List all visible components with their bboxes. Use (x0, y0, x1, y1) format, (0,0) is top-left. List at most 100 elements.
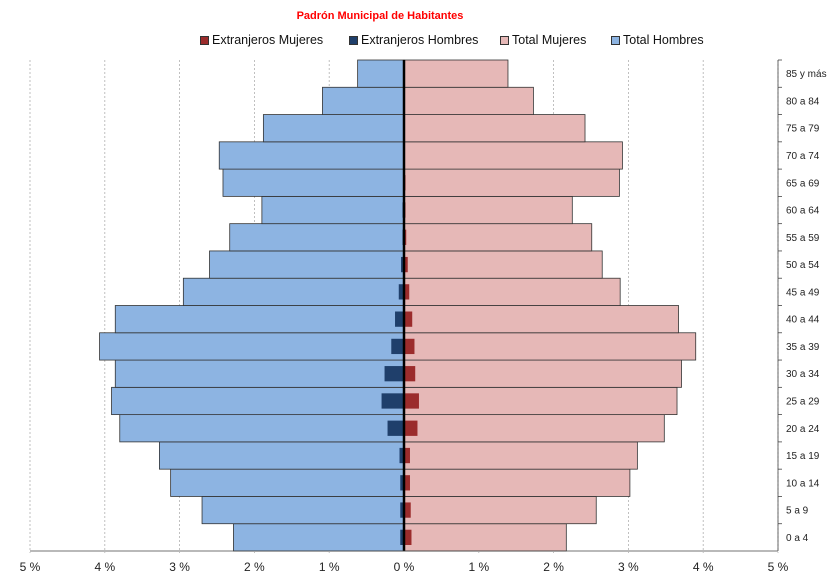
bar-total-hombres (322, 86, 405, 115)
y-tick-label: 25 a 29 (786, 396, 820, 407)
bar-total-mujeres (403, 496, 597, 525)
bar-total-hombres (209, 250, 405, 279)
x-tick-label: 1 % (468, 560, 489, 574)
y-tick-label: 80 a 84 (786, 96, 820, 107)
y-tick-label: 75 a 79 (786, 124, 820, 135)
x-tick-label: 0 % (394, 560, 415, 574)
x-tick-label: 2 % (244, 560, 265, 574)
y-tick-label: 55 a 59 (786, 233, 820, 244)
bar-total-hombres (159, 441, 405, 470)
bar-total-mujeres (403, 386, 678, 416)
bar-extranjeros-hombres (387, 420, 404, 436)
labels-layer: 5 % 4 % 3 % 2 % 1 % 0 % 1 % 2 % 3 % 4 % 5 % 0 a 4 5 … (20, 69, 827, 574)
bar-total-mujeres (403, 441, 638, 470)
x-tick-label: 1 % (319, 560, 340, 574)
bar-extranjeros-mujeres (404, 475, 410, 491)
legend-item-extranjeros-mujeres[interactable]: Extranjeros Mujeres (200, 33, 323, 47)
y-tick-label: 40 a 44 (786, 315, 820, 326)
legend-label: Total Hombres (623, 33, 704, 47)
y-tick-label: 10 a 14 (786, 478, 820, 489)
bar-extranjeros-mujeres (404, 393, 419, 409)
legend-swatch (200, 35, 209, 45)
bar-total-hombres (222, 168, 405, 197)
bar-total-hombres (111, 386, 405, 416)
bar-total-hombres (357, 59, 405, 88)
bar-extranjeros-hombres (400, 475, 404, 491)
bar-total-hombres (262, 114, 405, 143)
legend-swatch (500, 35, 509, 45)
bar-extranjeros-hombres (398, 284, 404, 300)
bar-total-hombres (233, 523, 405, 552)
y-tick-label: 85 y más (786, 69, 827, 80)
legend-item-total-hombres[interactable]: Total Hombres (611, 33, 704, 47)
bar-extranjeros-hombres (395, 311, 404, 327)
bar-total-hombres (182, 277, 405, 306)
bar-extranjeros-mujeres (404, 447, 410, 464)
bar-total-hombres (201, 496, 405, 525)
bar-extranjeros-mujeres (404, 420, 418, 436)
bar-extranjeros-hombres (401, 256, 404, 273)
bar-extranjeros-mujeres (404, 311, 413, 327)
axis-layer (30, 59, 782, 552)
chart-legend: Extranjeros Mujeres Extranjeros Hombres … (0, 33, 827, 51)
legend-swatch (349, 35, 358, 45)
bar-total-mujeres (403, 359, 682, 388)
bar-total-mujeres (403, 414, 665, 443)
x-tick-label: 4 % (693, 560, 714, 574)
bar-total-mujeres (403, 168, 620, 197)
bar-extranjeros-hombres (384, 366, 404, 382)
bar-total-hombres (119, 414, 405, 443)
bar-extranjeros-mujeres (404, 366, 416, 382)
bar-total-hombres (99, 332, 405, 361)
x-tick-label: 3 % (618, 560, 639, 574)
bar-total-mujeres (403, 59, 509, 88)
y-tick-label: 70 a 74 (786, 151, 820, 162)
bar-total-hombres (218, 141, 405, 170)
x-tick-label: 3 % (169, 560, 190, 574)
bar-total-mujeres (403, 305, 679, 334)
x-tick-label: 4 % (94, 560, 115, 574)
bar-total-hombres (170, 468, 405, 497)
legend-label: Total Mujeres (512, 33, 587, 47)
bar-extranjeros-hombres (400, 529, 404, 545)
y-tick-label: 60 a 64 (786, 206, 820, 217)
y-tick-label: 35 a 39 (786, 342, 820, 353)
bar-extranjeros-hombres (400, 502, 404, 518)
bar-total-hombres (114, 359, 405, 388)
bar-total-mujeres (403, 523, 567, 552)
x-tick-label: 5 % (768, 560, 789, 574)
x-tick-label: 2 % (543, 560, 564, 574)
bar-extranjeros-mujeres (404, 529, 412, 545)
legend-swatch (611, 35, 620, 45)
bar-total-mujeres (403, 195, 573, 225)
x-tick-label: 5 % (20, 560, 41, 574)
chart-title: Padrón Municipal de Habitantes (296, 10, 464, 22)
bar-extranjeros-mujeres (404, 502, 411, 518)
bar-total-mujeres (403, 468, 631, 497)
bar-total-mujeres (403, 250, 603, 279)
bar-extranjeros-hombres (381, 393, 404, 409)
bar-total-mujeres (403, 114, 586, 143)
y-tick-label: 20 a 24 (786, 424, 820, 435)
y-tick-label: 50 a 54 (786, 260, 820, 271)
bar-total-hombres (261, 195, 405, 225)
bar-total-mujeres (403, 223, 593, 252)
y-tick-label: 45 a 49 (786, 287, 820, 298)
y-tick-label: 15 a 19 (786, 451, 820, 462)
bar-total-mujeres (403, 141, 623, 170)
y-tick-label: 0 a 4 (786, 533, 809, 544)
bars-layer (99, 59, 697, 552)
legend-label: Extranjeros Hombres (361, 33, 479, 47)
y-tick-label: 65 a 69 (786, 178, 820, 189)
bar-extranjeros-hombres (399, 447, 404, 464)
legend-label: Extranjeros Mujeres (212, 33, 324, 47)
bar-total-hombres (229, 223, 405, 252)
bar-extranjeros-mujeres (404, 338, 415, 355)
legend-item-extranjeros-hombres[interactable]: Extranjeros Hombres (349, 33, 478, 47)
bar-total-mujeres (403, 86, 534, 115)
bar-total-mujeres (403, 332, 697, 361)
bar-extranjeros-mujeres (404, 256, 408, 273)
legend-item-total-mujeres[interactable]: Total Mujeres (500, 33, 586, 47)
bar-total-mujeres (403, 277, 621, 306)
